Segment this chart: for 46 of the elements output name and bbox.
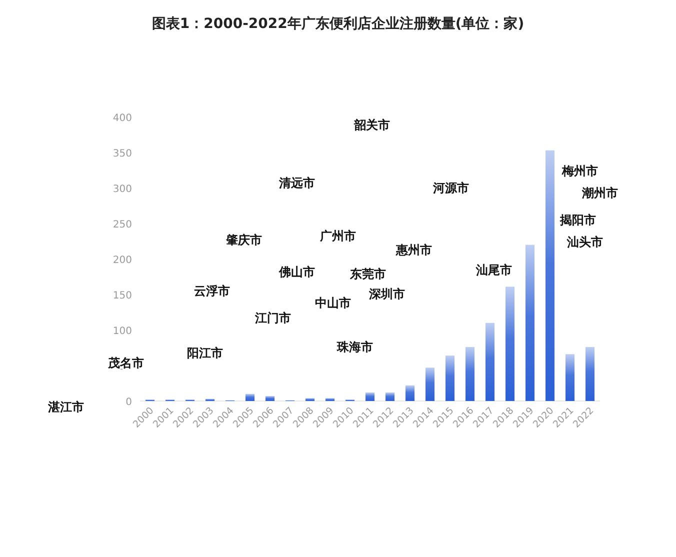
annotation: 东莞市 [349,267,386,281]
bar [506,286,514,401]
y-tick-label: 200 [112,255,132,266]
chart-title: 图表1：2000-2022年广东便利店企业注册数量(单位：家) [152,15,524,32]
annotation: 云浮市 [194,284,230,298]
bar [266,396,274,401]
y-tick-label: 150 [112,290,132,302]
y-tick-label: 0 [126,397,132,408]
bar [566,354,574,401]
annotation: 中山市 [315,296,351,310]
annotation: 珠海市 [336,340,373,354]
bar [306,398,314,401]
bar [586,347,594,401]
y-tick-label: 300 [112,184,132,195]
annotation: 河源市 [432,181,469,195]
bar [446,356,454,401]
bar [246,394,254,401]
bar [546,150,554,401]
annotation: 深圳市 [368,287,405,301]
text: 湛江市 [47,400,84,414]
bar [426,368,434,401]
y-tick-label: 400 [112,113,132,124]
annotation: 揭阳市 [559,213,596,227]
bar [526,244,534,401]
bar [486,322,494,401]
bar [386,392,394,401]
bar [406,385,414,401]
y-tick-label: 100 [112,326,132,337]
annotation: 阳江市 [187,346,223,360]
bar [366,392,374,401]
annotation: 广州市 [319,229,356,243]
annotation: 肇庆市 [225,233,262,247]
annotation: 惠州市 [395,243,432,257]
annotation: 佛山市 [278,265,315,279]
bar [326,398,334,401]
annotation: 汕尾市 [475,263,512,277]
annotation: 韶关市 [353,118,390,132]
bar [466,347,474,401]
annotation: 清远市 [278,176,315,190]
annotation: 梅州市 [561,164,598,178]
y-tick-label: 350 [112,148,132,160]
annotation: 汕头市 [566,235,603,249]
annotation: 潮州市 [581,186,618,200]
annotation: 茂名市 [107,356,144,370]
y-tick-label: 250 [112,220,132,230]
annotation: 江门市 [254,311,291,325]
